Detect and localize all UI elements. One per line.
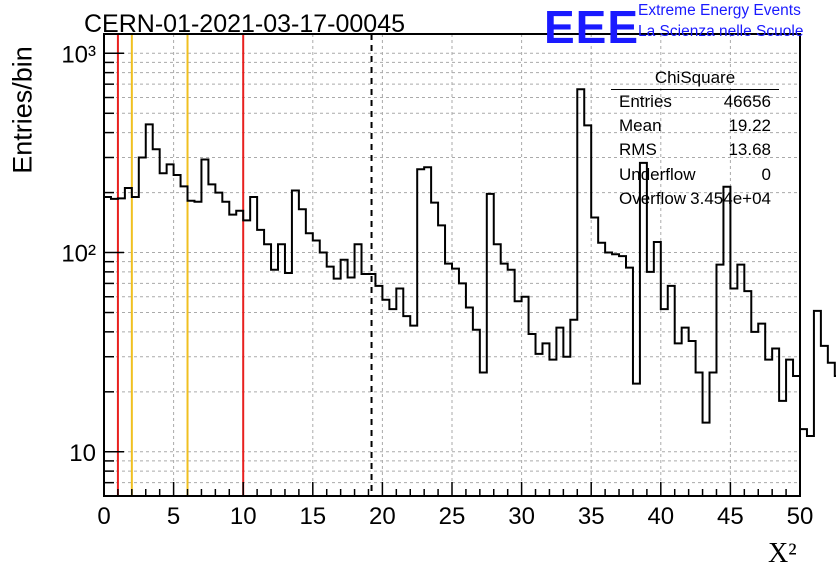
stats-value: 3.454e+04 <box>690 188 771 208</box>
stats-row-entries: Entries 46656 <box>611 92 779 116</box>
x-tick-label: 10 <box>230 503 257 530</box>
stats-value: 0 <box>761 164 771 184</box>
stats-row-rms: RMS 13.68 <box>611 140 779 164</box>
y-axis-label: Entries/bin <box>8 30 38 190</box>
stats-key: RMS <box>619 140 657 160</box>
x-tick-label: 30 <box>508 503 535 530</box>
tick-labels: 0 5 10 15 20 25 30 35 40 45 50 10 10² 10³ <box>61 41 813 530</box>
x-tick-label: 35 <box>578 503 605 530</box>
eee-logo-line2: La Scienza nelle Scuole <box>638 23 804 40</box>
x-tick-label: 50 <box>787 503 814 530</box>
y-tick-label: 10 <box>69 440 96 467</box>
stats-key: Underflow <box>619 164 696 184</box>
stats-row-underflow: Underflow 0 <box>611 165 779 189</box>
stats-title: ChiSquare <box>611 68 779 90</box>
x-tick-label: 15 <box>299 503 326 530</box>
reference-lines <box>116 34 373 496</box>
stats-key: Mean <box>619 116 662 136</box>
x-tick-label: 40 <box>647 503 674 530</box>
eee-logo-line1: Extreme Energy Events <box>638 2 801 19</box>
stats-box: ChiSquare Entries 46656 Mean 19.22 RMS 1… <box>611 68 779 213</box>
eee-logo: EEE <box>544 1 640 53</box>
stats-key: Overflow <box>619 188 687 208</box>
x-tick-label: 0 <box>97 503 110 530</box>
chart-title: CERN-01-2021-03-17-00045 <box>84 10 406 38</box>
x-tick-label: 5 <box>167 503 180 530</box>
x-axis-label: X² <box>768 538 797 569</box>
y-axis-label-text: Entries/bin <box>7 46 38 174</box>
axis-ticks <box>103 52 801 497</box>
x-tick-label: 45 <box>717 503 744 530</box>
stats-key: Entries <box>619 92 672 111</box>
histogram-series <box>104 88 836 438</box>
histogram-line <box>104 88 836 438</box>
stats-value: 19.22 <box>728 116 771 136</box>
stats-row-overflow: Overflow 3.454e+04 <box>611 189 779 213</box>
stats-value: 46656 <box>723 92 771 111</box>
x-tick-label: 25 <box>439 503 466 530</box>
y-tick-label: 10² <box>61 241 96 268</box>
y-tick-label: 10³ <box>61 41 96 68</box>
stats-value: 13.68 <box>728 140 771 160</box>
grid-lines <box>104 34 800 496</box>
stats-row-mean: Mean 19.22 <box>611 116 779 140</box>
x-tick-label: 20 <box>369 503 396 530</box>
